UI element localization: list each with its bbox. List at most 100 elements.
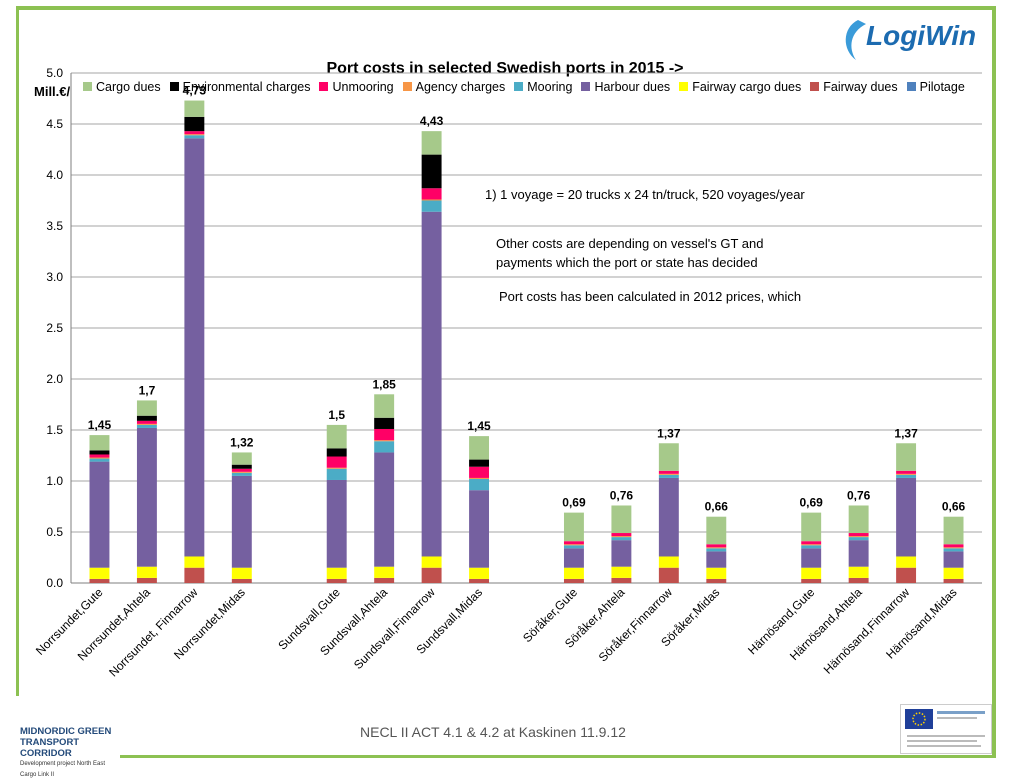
bar-segment [658, 474, 679, 478]
bar-segment [184, 100, 205, 117]
y-tick-label: 0.0 [46, 576, 63, 590]
bar-segment [326, 578, 347, 583]
y-tick-label: 2.0 [46, 372, 63, 386]
bar-segment [943, 547, 964, 549]
bar-segment [943, 567, 964, 579]
bar-segment [89, 454, 110, 458]
bar-segment [848, 533, 869, 537]
bar-segment [801, 545, 822, 549]
bar-segment [374, 440, 395, 442]
bar-segment [469, 459, 490, 467]
legend-item: Unmooring [319, 80, 394, 94]
logiwin-swoosh-icon [845, 20, 866, 60]
bar-segment [136, 420, 157, 424]
bar-segment [611, 536, 632, 538]
bar-segment [611, 540, 632, 567]
legend-swatch [810, 82, 820, 91]
bar-segment [896, 477, 917, 557]
legend-item: Mooring [514, 80, 572, 94]
bar-segment [136, 427, 157, 567]
bar-segment [943, 548, 964, 552]
bar-segment [421, 556, 442, 568]
bar-segment [469, 578, 490, 583]
bar-segment [89, 567, 110, 579]
bar-segment [184, 134, 205, 136]
bar-segment [801, 544, 822, 546]
x-tick-label: Härnösand,Finnarrow [821, 585, 913, 677]
logiwin-logo: LogiWin [866, 20, 977, 51]
mgtc-logo: MIDNORDIC GREEN TRANSPORT CORRIDOR Devel… [20, 726, 120, 781]
total-label: 1,45 [88, 418, 112, 432]
legend-label: Environmental charges [182, 80, 311, 94]
note-other-costs-line1: Other costs are depending on vessel's GT… [496, 236, 764, 251]
bar-segment [136, 424, 157, 428]
bar-segment [421, 200, 442, 212]
y-tick-label: 4.5 [46, 117, 63, 131]
bar-segment [801, 541, 822, 545]
bar-segment [611, 533, 632, 537]
bar-segment [848, 505, 869, 534]
frame-bottom [120, 755, 996, 758]
total-label: 1,5 [328, 408, 345, 422]
bar-segment [89, 435, 110, 451]
bar-segment [706, 544, 727, 548]
bar-segment [469, 478, 490, 491]
legend-label: Agency charges [415, 80, 506, 94]
bar-segment [89, 457, 110, 459]
total-label: 1,37 [657, 426, 681, 440]
bar-segment [658, 470, 679, 474]
bar-segment [563, 545, 584, 549]
bar-segment [706, 578, 727, 583]
total-label: 4,43 [420, 114, 444, 128]
bar-segment [231, 475, 252, 568]
total-label: 0,76 [847, 488, 871, 502]
bar-segment [801, 512, 822, 542]
legend-swatch [402, 82, 412, 91]
legend-item: Agency charges [402, 80, 506, 94]
bar-segment [374, 566, 395, 578]
bar-segment [611, 566, 632, 578]
bar-segment [231, 578, 252, 583]
y-tick-label: 1.5 [46, 423, 63, 437]
y-tick-label: 3.5 [46, 219, 63, 233]
bar-segment [896, 473, 917, 475]
bar-segment [943, 544, 964, 548]
bar-segment [89, 458, 110, 462]
bar-segment [658, 477, 679, 557]
bar-segment [658, 443, 679, 471]
legend-label: Pilotage [919, 80, 965, 94]
x-tick-label: Sundsvall,Finnarrow [351, 585, 438, 672]
total-label: 0,66 [705, 500, 729, 514]
bar-segment [421, 188, 442, 200]
bar-segment [231, 468, 252, 472]
bar-segment [374, 394, 395, 418]
legend-item: Pilotage [906, 80, 965, 94]
y-axis-label: Mill.€/ [34, 84, 71, 99]
legend-item: Environmental charges [169, 80, 311, 94]
footer-text: NECL II ACT 4.1 & 4.2 at Kaskinen 11.9.1… [360, 724, 626, 740]
bar-segment [184, 116, 205, 132]
bar-segment [563, 578, 584, 583]
bar-segment [706, 547, 727, 549]
total-label: 1,7 [139, 383, 156, 397]
bar-segment [326, 468, 347, 480]
bar-segment [563, 544, 584, 546]
legend: Cargo dues Environmental charges Unmooring… [83, 80, 1023, 98]
bar-segment [563, 548, 584, 568]
legend-label: Fairway cargo dues [692, 80, 802, 94]
total-label: 0,69 [800, 496, 824, 510]
total-label: 0,69 [562, 496, 586, 510]
bar-segment [421, 154, 442, 189]
bar-segment [184, 138, 205, 557]
legend-item: Fairway cargo dues [679, 80, 801, 94]
bar-segment [374, 428, 395, 441]
bar-segment [421, 131, 442, 155]
note-prices: Port costs has been calculated in 2012 p… [499, 289, 802, 304]
legend-label: Fairway dues [823, 80, 898, 94]
bar-segment [184, 131, 205, 135]
mgtc-line2: TRANSPORT CORRIDOR [20, 737, 80, 759]
bar-segment [374, 577, 395, 583]
note-other-costs-line2: payments which the port or state has dec… [496, 255, 758, 270]
bar-segment [136, 400, 157, 416]
